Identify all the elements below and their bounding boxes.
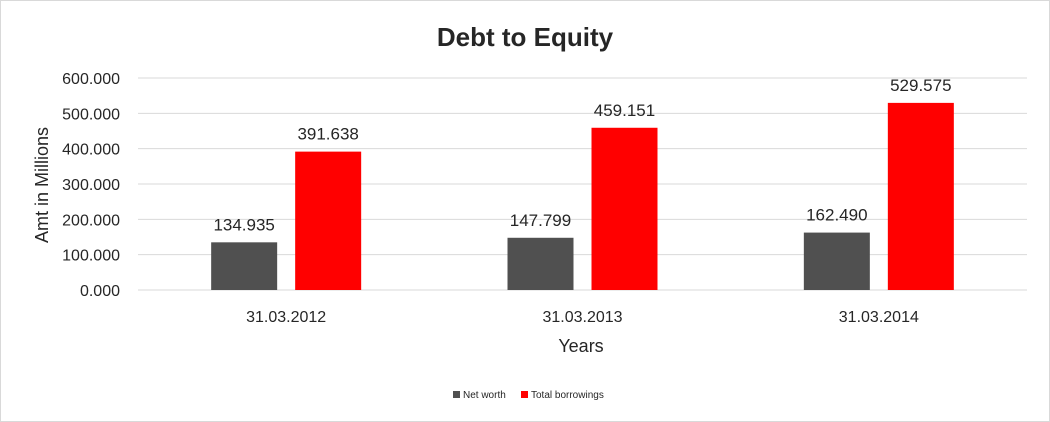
- y-tick-label: 300.000: [62, 177, 120, 194]
- bar-net-worth: [803, 232, 870, 290]
- legend-swatch: [453, 391, 460, 398]
- legend-swatch: [521, 391, 528, 398]
- bar-total-borrowings: [591, 127, 658, 290]
- bars: [211, 102, 954, 290]
- data-label: 134.935: [213, 215, 274, 234]
- x-axis-title: Years: [558, 336, 603, 356]
- gridlines: [138, 77, 1027, 291]
- bar-total-borrowings: [295, 151, 362, 290]
- y-axis-ticks: 0.000 100.000 200.000 300.000 400.000 500.000…: [62, 71, 120, 300]
- legend-label: Total borrowings: [531, 390, 604, 401]
- y-tick-label: 600.000: [62, 71, 120, 88]
- legend-label: Net worth: [463, 390, 506, 401]
- data-label: 162.490: [806, 206, 867, 225]
- y-axis-title: Amt in Millions: [32, 127, 52, 243]
- x-tick-label: 31.03.2013: [542, 309, 622, 326]
- bar-total-borrowings: [887, 102, 954, 290]
- data-label: 529.575: [890, 76, 951, 95]
- bar-net-worth: [211, 242, 278, 290]
- data-label: 459.151: [594, 101, 655, 120]
- y-tick-label: 200.000: [62, 212, 120, 229]
- legend: Net worth Total borrowings: [453, 390, 604, 401]
- bar-net-worth: [507, 237, 574, 290]
- data-labels: 134.935 391.638 147.799 459.151 162.490 529.5…: [213, 76, 951, 234]
- x-tick-label: 31.03.2014: [839, 309, 919, 326]
- y-tick-label: 400.000: [62, 142, 120, 159]
- chart-title: Debt to Equity: [437, 22, 614, 52]
- data-label: 391.638: [297, 125, 358, 144]
- x-axis-ticks: 31.03.2012 31.03.2013 31.03.2014: [246, 309, 919, 326]
- x-tick-label: 31.03.2012: [246, 309, 326, 326]
- y-tick-label: 0.000: [80, 283, 120, 300]
- y-tick-label: 500.000: [62, 106, 120, 123]
- data-label: 147.799: [510, 211, 571, 230]
- y-tick-label: 100.000: [62, 248, 120, 265]
